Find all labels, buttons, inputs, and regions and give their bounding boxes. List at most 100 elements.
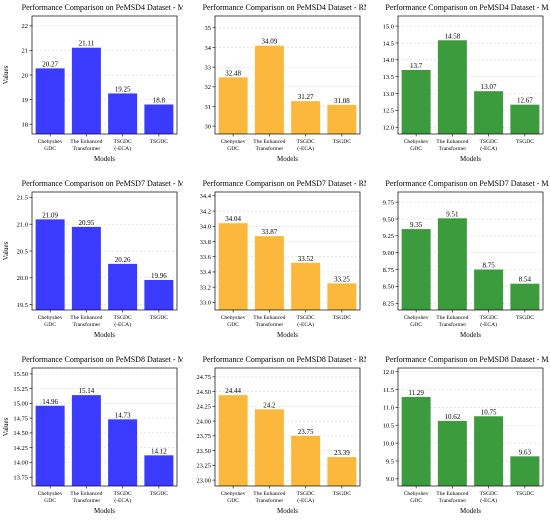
y-tick-label: 12.5	[383, 108, 394, 115]
bar-1	[218, 77, 248, 134]
bar-3	[291, 101, 321, 134]
bar-2	[437, 218, 467, 310]
y-tick-label: 19	[22, 97, 29, 104]
plot-frame	[397, 367, 544, 487]
bar-3	[474, 91, 504, 134]
data-label: 14.58	[445, 32, 461, 40]
x-tick-label: Chebyshev	[404, 315, 429, 321]
y-tick-label: 13.5	[383, 74, 394, 81]
bar-2	[254, 45, 284, 134]
bar-1	[401, 229, 431, 310]
y-tick-label: 32	[205, 84, 212, 91]
x-tick-label: GDC	[44, 322, 56, 328]
bar-3	[108, 263, 138, 310]
x-tick-label: TSGDC	[296, 315, 315, 321]
y-tick-label: 23.25	[196, 463, 211, 470]
x-tick-label: Chebyshev	[404, 491, 429, 497]
x-tick-label: The Enhanced	[436, 315, 468, 321]
y-tick-label: 9.0	[386, 476, 394, 483]
x-tick-label: Transformer	[72, 321, 100, 328]
y-tick-label: 8.50	[383, 284, 394, 291]
plot-frame	[397, 191, 544, 311]
bar-3	[108, 419, 138, 486]
chart-panel-4: Performance Comparison on PeMSD7 Dataset…	[0, 176, 183, 352]
plot-frame	[31, 15, 178, 135]
y-tick-label: 13.0	[383, 91, 394, 98]
bar-1	[218, 395, 248, 486]
data-label: 9.63	[519, 448, 532, 456]
y-tick-label: 19.5	[17, 302, 28, 309]
bar-4	[144, 279, 174, 310]
y-tick-label: 34.2	[200, 208, 211, 215]
bar-3	[108, 93, 138, 134]
data-label: 18.8	[153, 97, 166, 105]
x-tick-label: TSGDC	[113, 139, 132, 145]
y-tick-label: 14.00	[13, 460, 28, 467]
y-tick-label: 21.0	[17, 221, 28, 228]
y-tick-label: 34.4	[200, 193, 212, 200]
data-label: 8.75	[483, 262, 496, 270]
x-tick-label: (-ECA)	[114, 497, 131, 504]
x-tick-label: TSGDC	[150, 315, 169, 321]
y-tick-label: 15.0	[383, 23, 394, 30]
chart-panel-1: Performance Comparison on PeMSD4 Dataset…	[0, 0, 183, 176]
y-tick-label: 9.5	[386, 458, 394, 465]
bar-2	[71, 395, 101, 486]
x-tick-label: Transformer	[255, 145, 283, 152]
x-tick-label: TSGDC	[333, 315, 352, 321]
bar-4	[327, 457, 357, 486]
y-tick-label: 8.25	[383, 301, 394, 308]
x-tick-label: The Enhanced	[70, 315, 102, 321]
y-tick-label: 9.25	[383, 233, 394, 240]
bar-2	[437, 420, 467, 486]
x-tick-label: GDC	[44, 146, 56, 152]
x-tick-label: (-ECA)	[480, 145, 497, 152]
x-tick-label: (-ECA)	[480, 497, 497, 504]
plot-frame	[31, 367, 178, 487]
data-label: 14.73	[115, 411, 131, 419]
chart-title: Performance Comparison on PeMSD8 Dataset…	[22, 355, 183, 364]
y-tick-label: 34.0	[200, 224, 211, 231]
x-tick-label: (-ECA)	[114, 145, 131, 152]
x-tick-label: TSGDC	[333, 139, 352, 145]
x-tick-label: TSGDC	[113, 315, 132, 321]
data-label: 8.54	[519, 276, 532, 284]
x-tick-label: (-ECA)	[480, 321, 497, 328]
bar-4	[144, 455, 174, 486]
x-tick-label: Chebyshev	[38, 315, 63, 321]
plot-frame	[214, 367, 361, 487]
y-tick-label: 22	[22, 23, 29, 30]
data-label: 11.29	[408, 389, 424, 397]
chart-panel-6: Performance Comparison on PeMSD7 Dataset…	[366, 176, 549, 352]
x-tick-label: The Enhanced	[436, 491, 468, 497]
x-tick-label: TSGDC	[296, 491, 315, 497]
bar-3	[291, 435, 321, 486]
chart-svg-4: Performance Comparison on PeMSD7 Dataset…	[2, 179, 183, 339]
y-tick-label: 11.0	[383, 405, 394, 412]
x-axis-label: Models	[277, 331, 298, 339]
x-tick-label: Chebyshev	[221, 139, 246, 145]
x-tick-label: (-ECA)	[297, 321, 314, 328]
bar-2	[437, 40, 467, 134]
x-tick-label: GDC	[227, 322, 239, 328]
data-label: 19.96	[151, 272, 167, 280]
x-axis-label: Models	[94, 331, 115, 339]
x-axis-label: Models	[94, 155, 115, 163]
data-label: 20.95	[79, 219, 95, 227]
y-tick-label: 9.50	[383, 216, 394, 223]
data-label: 21.11	[79, 40, 95, 48]
y-tick-label: 24.25	[196, 404, 211, 411]
y-tick-label: 14.75	[13, 415, 28, 422]
bar-1	[218, 223, 248, 310]
chart-panel-7: Performance Comparison on PeMSD8 Dataset…	[0, 352, 183, 528]
y-axis-label: Values	[2, 65, 10, 84]
x-tick-label: The Enhanced	[253, 491, 285, 497]
y-tick-label: 33.6	[200, 254, 212, 261]
y-tick-label: 14.5	[383, 40, 394, 47]
x-tick-label: TSGDC	[479, 491, 498, 497]
y-tick-label: 33	[205, 64, 212, 71]
x-tick-label: TSGDC	[333, 491, 352, 497]
bar-2	[71, 47, 101, 134]
y-tick-label: 20.5	[17, 248, 28, 255]
y-tick-label: 9.00	[383, 250, 394, 257]
